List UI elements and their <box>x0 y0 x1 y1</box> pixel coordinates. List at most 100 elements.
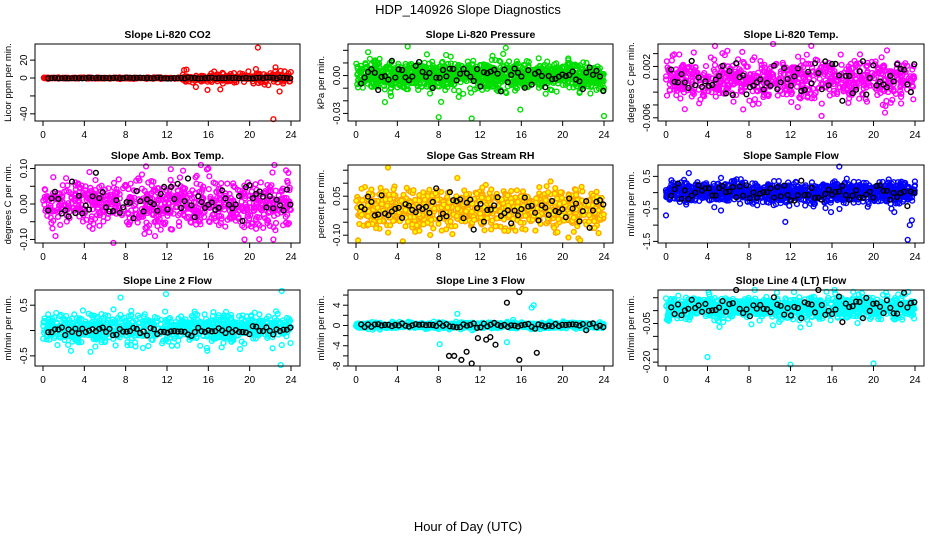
data-point <box>503 61 510 69</box>
data-point <box>730 98 737 105</box>
data-point <box>542 197 550 204</box>
data-point <box>744 63 751 70</box>
x-axis-label: Hour of Day (UTC) <box>414 519 522 534</box>
data-point <box>524 73 531 80</box>
x-tick-label: 12 <box>161 252 173 263</box>
outlier-point <box>265 82 272 89</box>
data-point <box>564 60 571 68</box>
data-point <box>511 87 519 94</box>
data-point <box>500 73 507 80</box>
outlier-point <box>600 112 608 120</box>
data-point <box>563 75 570 83</box>
hourly-point <box>545 72 552 80</box>
hourly-point <box>491 66 498 73</box>
hourly-point <box>236 75 243 82</box>
data-point <box>879 67 886 74</box>
data-point <box>595 230 602 237</box>
data-point <box>719 50 726 57</box>
data-point <box>357 65 365 72</box>
data-point <box>279 78 286 85</box>
data-point <box>532 78 539 85</box>
outlier-point <box>254 44 262 51</box>
data-point <box>42 74 49 82</box>
hourly-point <box>453 77 460 84</box>
data-point <box>678 85 685 92</box>
data-point <box>471 86 478 93</box>
data-point <box>808 64 816 71</box>
data-point <box>467 64 474 72</box>
data-point <box>503 89 510 97</box>
hourly-point <box>283 74 291 82</box>
hourly-point <box>412 62 419 70</box>
hourly-point <box>538 72 546 80</box>
data-point <box>681 85 688 92</box>
data-point <box>777 70 784 77</box>
x-tick-label: 4 <box>395 252 401 263</box>
hourly-point <box>58 75 65 82</box>
hourly-point <box>470 77 477 85</box>
hourly-point <box>559 71 566 78</box>
data-point <box>423 81 431 88</box>
data-point <box>881 109 889 116</box>
outlier-point <box>241 236 248 243</box>
y-tick-label: -0.10 <box>332 223 343 246</box>
data-point <box>257 179 264 186</box>
data-point <box>481 227 488 234</box>
data-point <box>565 57 572 64</box>
data-point <box>765 69 772 77</box>
hourly-point <box>188 74 195 82</box>
data-point <box>795 75 803 83</box>
data-point <box>788 79 795 86</box>
data-point <box>818 100 825 107</box>
data-point <box>692 69 700 76</box>
data-point <box>176 174 184 181</box>
outlier-point <box>502 44 509 51</box>
data-point <box>378 201 385 208</box>
hourly-point <box>270 74 277 81</box>
data-point <box>146 229 153 236</box>
hourly-point <box>276 74 284 81</box>
data-point <box>387 92 395 100</box>
data-point <box>462 208 470 215</box>
data-point <box>449 231 456 238</box>
data-point <box>553 88 560 95</box>
data-point <box>744 78 751 86</box>
hourly-point <box>528 81 535 88</box>
hourly-point <box>92 169 100 176</box>
data-point <box>92 177 99 184</box>
outlier-point <box>468 115 475 122</box>
data-point <box>543 183 550 190</box>
data-point <box>517 219 524 226</box>
data-point <box>432 190 439 197</box>
data-point <box>167 166 174 173</box>
data-point <box>388 79 395 87</box>
data-point <box>700 93 708 100</box>
hourly-point <box>494 70 501 77</box>
hourly-point <box>102 74 110 82</box>
data-point <box>697 96 704 103</box>
x-tick-label: 8 <box>123 252 129 263</box>
data-point <box>666 81 673 88</box>
x-axis: 0 4 8 12 16 20 24 <box>353 120 610 141</box>
data-point <box>357 62 364 70</box>
data-point <box>747 71 754 78</box>
outlier-point <box>818 112 825 120</box>
data-point <box>846 83 853 90</box>
hourly-point <box>208 74 215 81</box>
hourly-point <box>167 75 175 82</box>
data-point <box>260 224 267 232</box>
data-point <box>403 184 410 192</box>
data-point <box>879 101 886 109</box>
data-point <box>455 87 462 95</box>
data-point <box>450 81 457 88</box>
hourly-point <box>242 74 250 82</box>
data-point <box>845 99 852 107</box>
data-point <box>245 68 252 75</box>
x-tick-label: 16 <box>203 252 215 263</box>
hourly-point <box>219 75 226 82</box>
data-point <box>599 81 606 88</box>
data-point <box>898 90 905 97</box>
hourly-point <box>511 65 518 72</box>
hourly-point <box>839 97 846 104</box>
x-tick-label: 20 <box>244 252 256 263</box>
